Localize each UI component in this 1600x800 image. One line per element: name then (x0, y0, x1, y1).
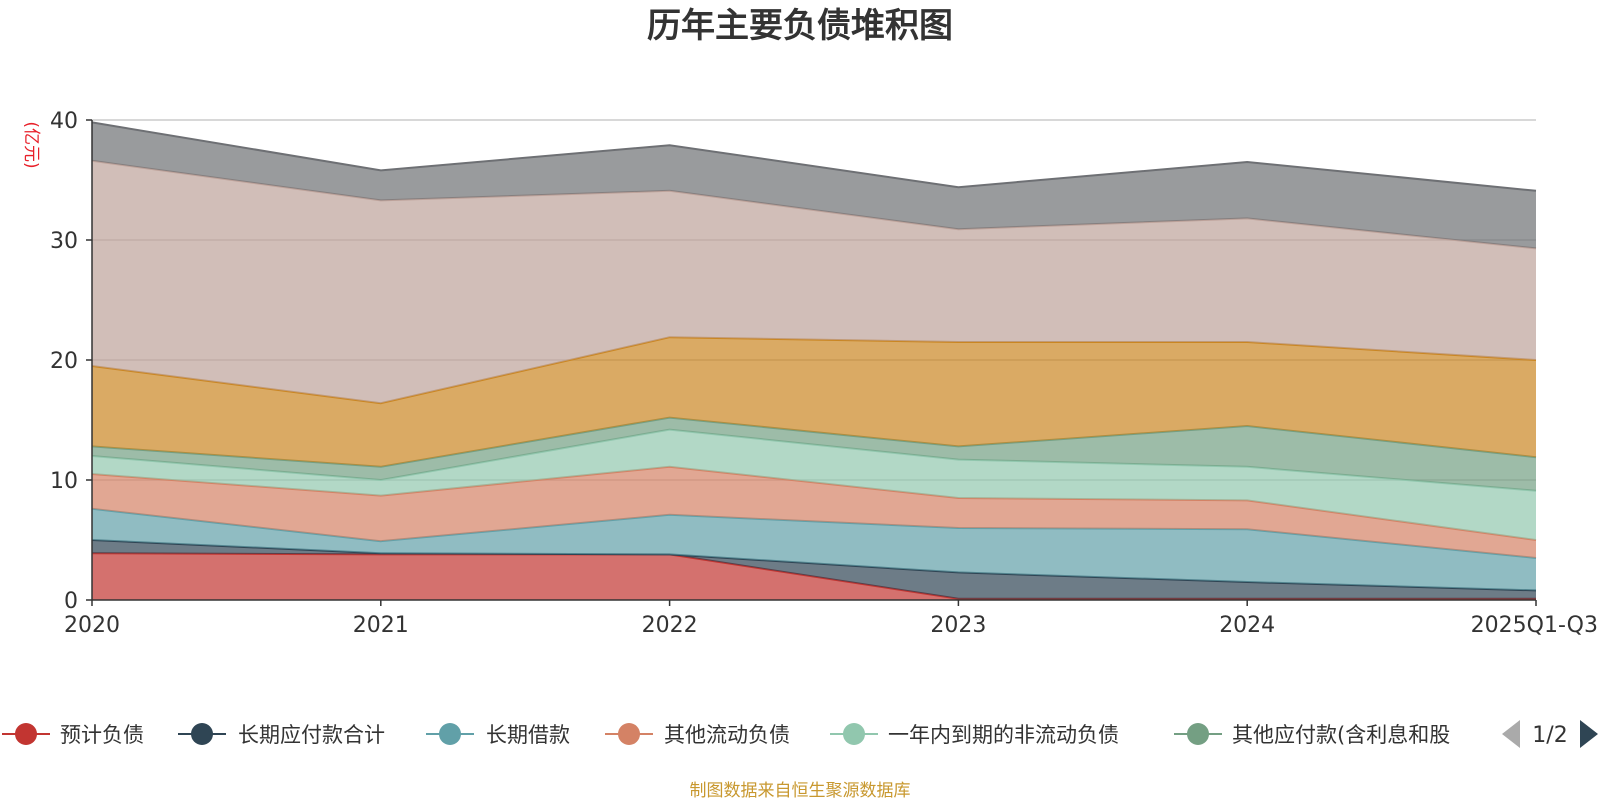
legend-item-5[interactable]: 其他应付款(含利息和股 (1174, 723, 1450, 747)
legend-marker (15, 723, 37, 745)
y-tick-label: 20 (50, 349, 78, 374)
legend-next-icon[interactable] (1580, 720, 1598, 748)
legend: 预计负债 长期应付款合计 长期借款 其他流动负债 一年内到期的非流动负债 其他应… (2, 720, 1598, 748)
x-tick-label: 2021 (353, 613, 409, 638)
area-长期应付款合计[interactable] (92, 540, 1536, 599)
data-source-note: 制图数据来自恒生聚源数据库 (690, 781, 911, 800)
x-tick-label: 2020 (64, 613, 120, 638)
legend-marker (843, 723, 865, 745)
legend-item-1[interactable]: 长期应付款合计 (178, 723, 385, 747)
legend-label: 其他流动负债 (664, 723, 790, 747)
legend-item-4[interactable]: 一年内到期的非流动负债 (830, 723, 1119, 747)
y-tick-label: 10 (50, 469, 78, 494)
legend-marker (618, 723, 640, 745)
legend-label: 一年内到期的非流动负债 (888, 723, 1119, 747)
chart-title: 历年主要负债堆积图 (647, 6, 953, 46)
legend-label: 预计负债 (60, 723, 144, 747)
x-tick-label: 2022 (642, 613, 698, 638)
legend-marker (191, 723, 213, 745)
series-line-其他 (91, 121, 1537, 192)
y-tick-label: 30 (50, 229, 78, 254)
area-其他流动负债[interactable] (92, 466, 1536, 558)
legend-label: 长期借款 (486, 723, 570, 747)
legend-prev-icon[interactable] (1502, 720, 1520, 748)
legend-item-3[interactable]: 其他流动负债 (605, 723, 790, 747)
x-axis-ticks: 2020 2021 2022 2023 2024 2025Q1-Q3 (64, 600, 1598, 638)
legend-item-0[interactable]: 预计负债 (2, 723, 144, 747)
area-其他[interactable] (92, 122, 1536, 249)
x-tick-label: 2025Q1-Q3 (1471, 613, 1598, 638)
legend-label: 长期应付款合计 (238, 723, 385, 747)
legend-marker (439, 723, 461, 745)
legend-label: 其他应付款(含利息和股 (1232, 723, 1450, 747)
x-tick-label: 2024 (1219, 613, 1275, 638)
legend-marker (1187, 723, 1209, 745)
area-其他应付款(含利息和股利)[interactable] (92, 417, 1536, 491)
area-应付票据及应付账款[interactable] (92, 337, 1536, 467)
y-axis-unit: (亿元) (21, 121, 41, 168)
y-axis-ticks: 0 10 20 30 40 (50, 109, 92, 614)
area-预计负债[interactable] (92, 553, 1536, 600)
legend-page-indicator: 1/2 (1532, 723, 1567, 748)
area-series (91, 121, 1537, 600)
area-一年内到期的非流动负债[interactable] (92, 429, 1536, 540)
legend-item-2[interactable]: 长期借款 (426, 723, 570, 747)
y-tick-label: 40 (50, 109, 78, 134)
x-tick-label: 2023 (930, 613, 986, 638)
y-tick-label: 0 (64, 589, 78, 614)
